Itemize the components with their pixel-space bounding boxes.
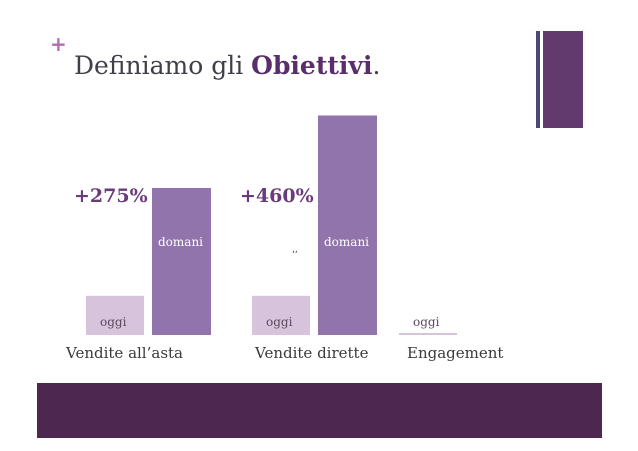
pct-annotation-1: +460% [240, 185, 314, 207]
bar-oggi-1 [252, 295, 310, 335]
bar-label-oggi-2: oggi [413, 315, 440, 329]
decorative-block [543, 31, 583, 128]
title-bold: Obiettivi [251, 51, 373, 80]
category-label-1: Vendite dirette [254, 344, 369, 362]
category-label-2: Engagement [407, 344, 503, 362]
footer-band [37, 383, 602, 438]
bar-label-oggi-1: oggi [266, 315, 293, 329]
bar-oggi-0 [86, 295, 144, 335]
bar-label-domani-0: domani [158, 235, 203, 249]
category-label-0: Vendite all’asta [65, 344, 183, 362]
stray-mark: ,, [292, 245, 298, 255]
bar-label-oggi-0: oggi [100, 315, 127, 329]
pct-annotation-0: +275% [74, 185, 148, 207]
bar-domani-1 [318, 115, 377, 335]
decorative-line [536, 31, 540, 128]
title-prefix: Definiamo gli [74, 51, 252, 80]
slide-title: Definiamo gli Obiettivi. [74, 51, 380, 80]
plus-icon: + [50, 32, 67, 56]
bar-label-domani-1: domani [324, 235, 369, 249]
bar-domani-0 [152, 188, 211, 335]
title-suffix: . [372, 51, 381, 80]
bar-oggi-2 [399, 333, 457, 335]
